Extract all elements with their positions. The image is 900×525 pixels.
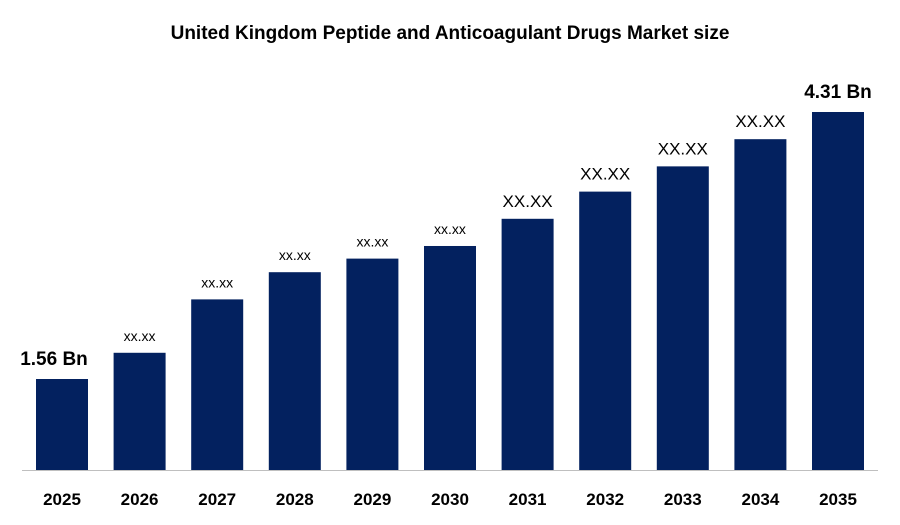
- bar-2025: [36, 379, 88, 470]
- data-label: 1.56 Bn: [20, 349, 88, 370]
- bar-2033: [656, 166, 709, 470]
- data-label: XX.XX: [580, 165, 630, 184]
- data-label: xx.xx: [201, 274, 233, 290]
- data-label: XX.XX: [503, 192, 553, 211]
- x-tick-label: 2027: [198, 490, 236, 509]
- x-tick-label: 2034: [741, 490, 779, 509]
- x-tick-label: 2029: [353, 490, 391, 509]
- bar-2030: [424, 245, 476, 470]
- data-label: XX.XX: [658, 139, 708, 158]
- bar-2026: [113, 352, 166, 470]
- x-tick-label: 2028: [276, 490, 314, 509]
- data-label: 4.31 Bn: [804, 82, 872, 103]
- x-tick-label: 2026: [121, 490, 159, 509]
- x-tick-label: 2032: [586, 490, 624, 509]
- bar-2032: [579, 191, 632, 470]
- bar-2035: [812, 112, 864, 470]
- chart-title: United Kingdom Peptide and Anticoagulant…: [171, 23, 730, 44]
- bar-2029: [346, 258, 399, 470]
- data-label: xx.xx: [124, 328, 156, 344]
- data-label: xx.xx: [434, 221, 466, 237]
- x-tick-label: 2033: [664, 490, 702, 509]
- bar-2028: [268, 272, 321, 470]
- bar-2031: [501, 218, 554, 470]
- data-label: xx.xx: [279, 247, 311, 263]
- x-tick-label: 2030: [431, 490, 469, 509]
- bar-2027: [191, 299, 244, 470]
- data-label: xx.xx: [356, 234, 388, 250]
- bar-2034: [734, 139, 787, 470]
- data-label: XX.XX: [735, 112, 785, 131]
- x-tick-label: 2025: [43, 490, 81, 509]
- x-tick-label: 2035: [819, 490, 857, 509]
- x-tick-label: 2031: [509, 490, 547, 509]
